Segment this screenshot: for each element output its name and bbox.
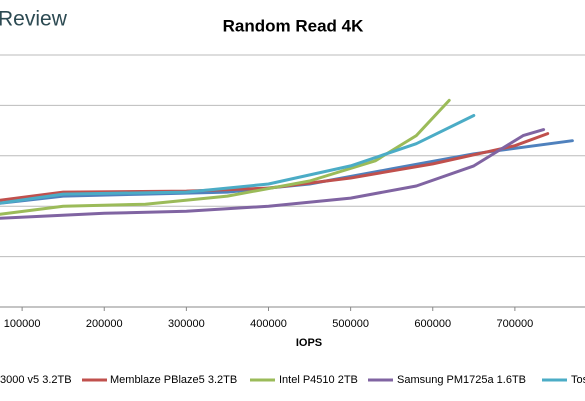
- series-line: [0, 114, 476, 205]
- legend-label: Intel P4510 2TB: [279, 374, 358, 386]
- x-tick-label: 500000: [332, 318, 369, 330]
- x-tick-label: 200000: [86, 318, 123, 330]
- x-tick-label: 600000: [414, 318, 451, 330]
- legend-label: Memblaze PBlaze5 3.2TB: [110, 374, 237, 386]
- legend-label: 3000 v5 3.2TB: [0, 374, 72, 386]
- x-tick-label: 700000: [497, 318, 534, 330]
- legend-label: Tos: [571, 374, 585, 386]
- x-tick-label: 400000: [250, 318, 287, 330]
- x-axis-title: IOPS: [296, 337, 322, 349]
- series-line: [0, 98, 451, 216]
- chart-title: Random Read 4K: [223, 16, 364, 35]
- series-line: [0, 128, 546, 220]
- logo: Review: [0, 8, 68, 31]
- legend-label: Samsung PM1725a 1.6TB: [397, 374, 526, 386]
- x-tick-label: 100000: [4, 318, 41, 330]
- series-line: [0, 132, 550, 202]
- x-tick-label: 300000: [168, 318, 205, 330]
